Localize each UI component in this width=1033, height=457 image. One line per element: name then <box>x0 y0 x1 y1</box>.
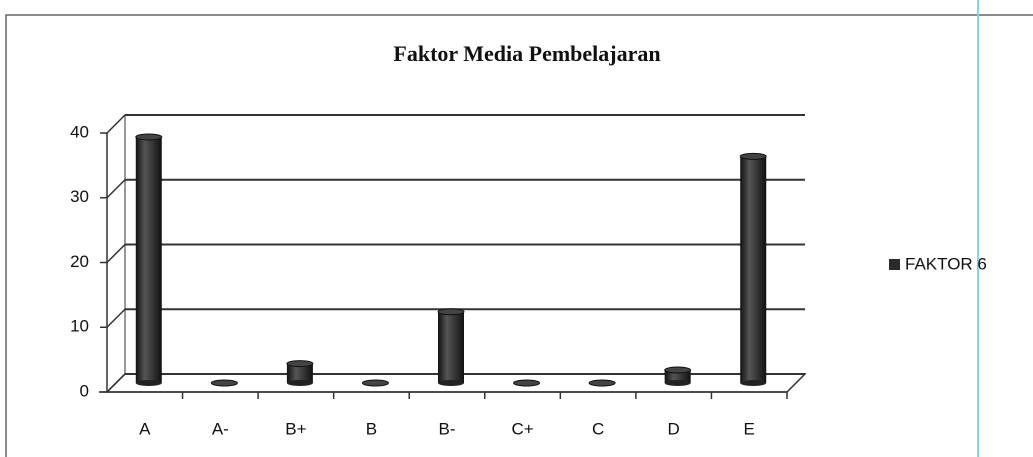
legend-label: FAKTOR 6 <box>905 254 987 273</box>
y-tick-label: 30 <box>70 187 89 206</box>
chart-title: Faktor Media Pembelajaran <box>393 41 660 66</box>
bar-base <box>286 380 313 386</box>
bar-cap <box>664 366 692 374</box>
bar-cap <box>210 379 238 387</box>
grid-line-side <box>106 243 126 264</box>
bar <box>740 156 767 383</box>
bar-base <box>740 380 767 386</box>
bar-cap <box>739 152 767 160</box>
legend-swatch <box>889 259 900 270</box>
bar-cap <box>361 379 389 387</box>
x-tick-label: C+ <box>511 419 533 438</box>
y-tick-label: 0 <box>80 381 89 400</box>
y-tick-label: 40 <box>70 122 89 141</box>
x-tick-label: D <box>668 419 680 438</box>
y-tick-label: 20 <box>70 252 89 271</box>
bar-cap <box>513 379 541 387</box>
bar-cap <box>588 379 616 387</box>
grid-line-side <box>106 179 126 199</box>
bar <box>135 136 162 383</box>
grid-line-side <box>106 114 126 134</box>
bar-base <box>438 380 464 386</box>
bar <box>438 311 464 383</box>
bar-base <box>664 380 691 386</box>
x-tick-label: C <box>592 419 604 438</box>
y-tick-label: 10 <box>70 317 89 336</box>
bar-cap <box>286 360 314 368</box>
bar-cap <box>135 133 163 141</box>
x-tick-label: B+ <box>285 419 306 438</box>
grid-line-side <box>106 308 126 328</box>
bar <box>286 363 313 383</box>
bar-base <box>135 380 162 386</box>
bar-cap <box>437 308 465 316</box>
x-tick-label: A <box>139 419 151 438</box>
grid-line-side <box>106 373 126 393</box>
x-tick-label: E <box>744 419 755 438</box>
x-tick-label: B- <box>439 419 456 438</box>
chart-frame <box>5 14 1033 457</box>
bar <box>664 370 691 383</box>
x-tick-label: B <box>366 419 377 438</box>
x-tick-label: A- <box>212 419 229 438</box>
